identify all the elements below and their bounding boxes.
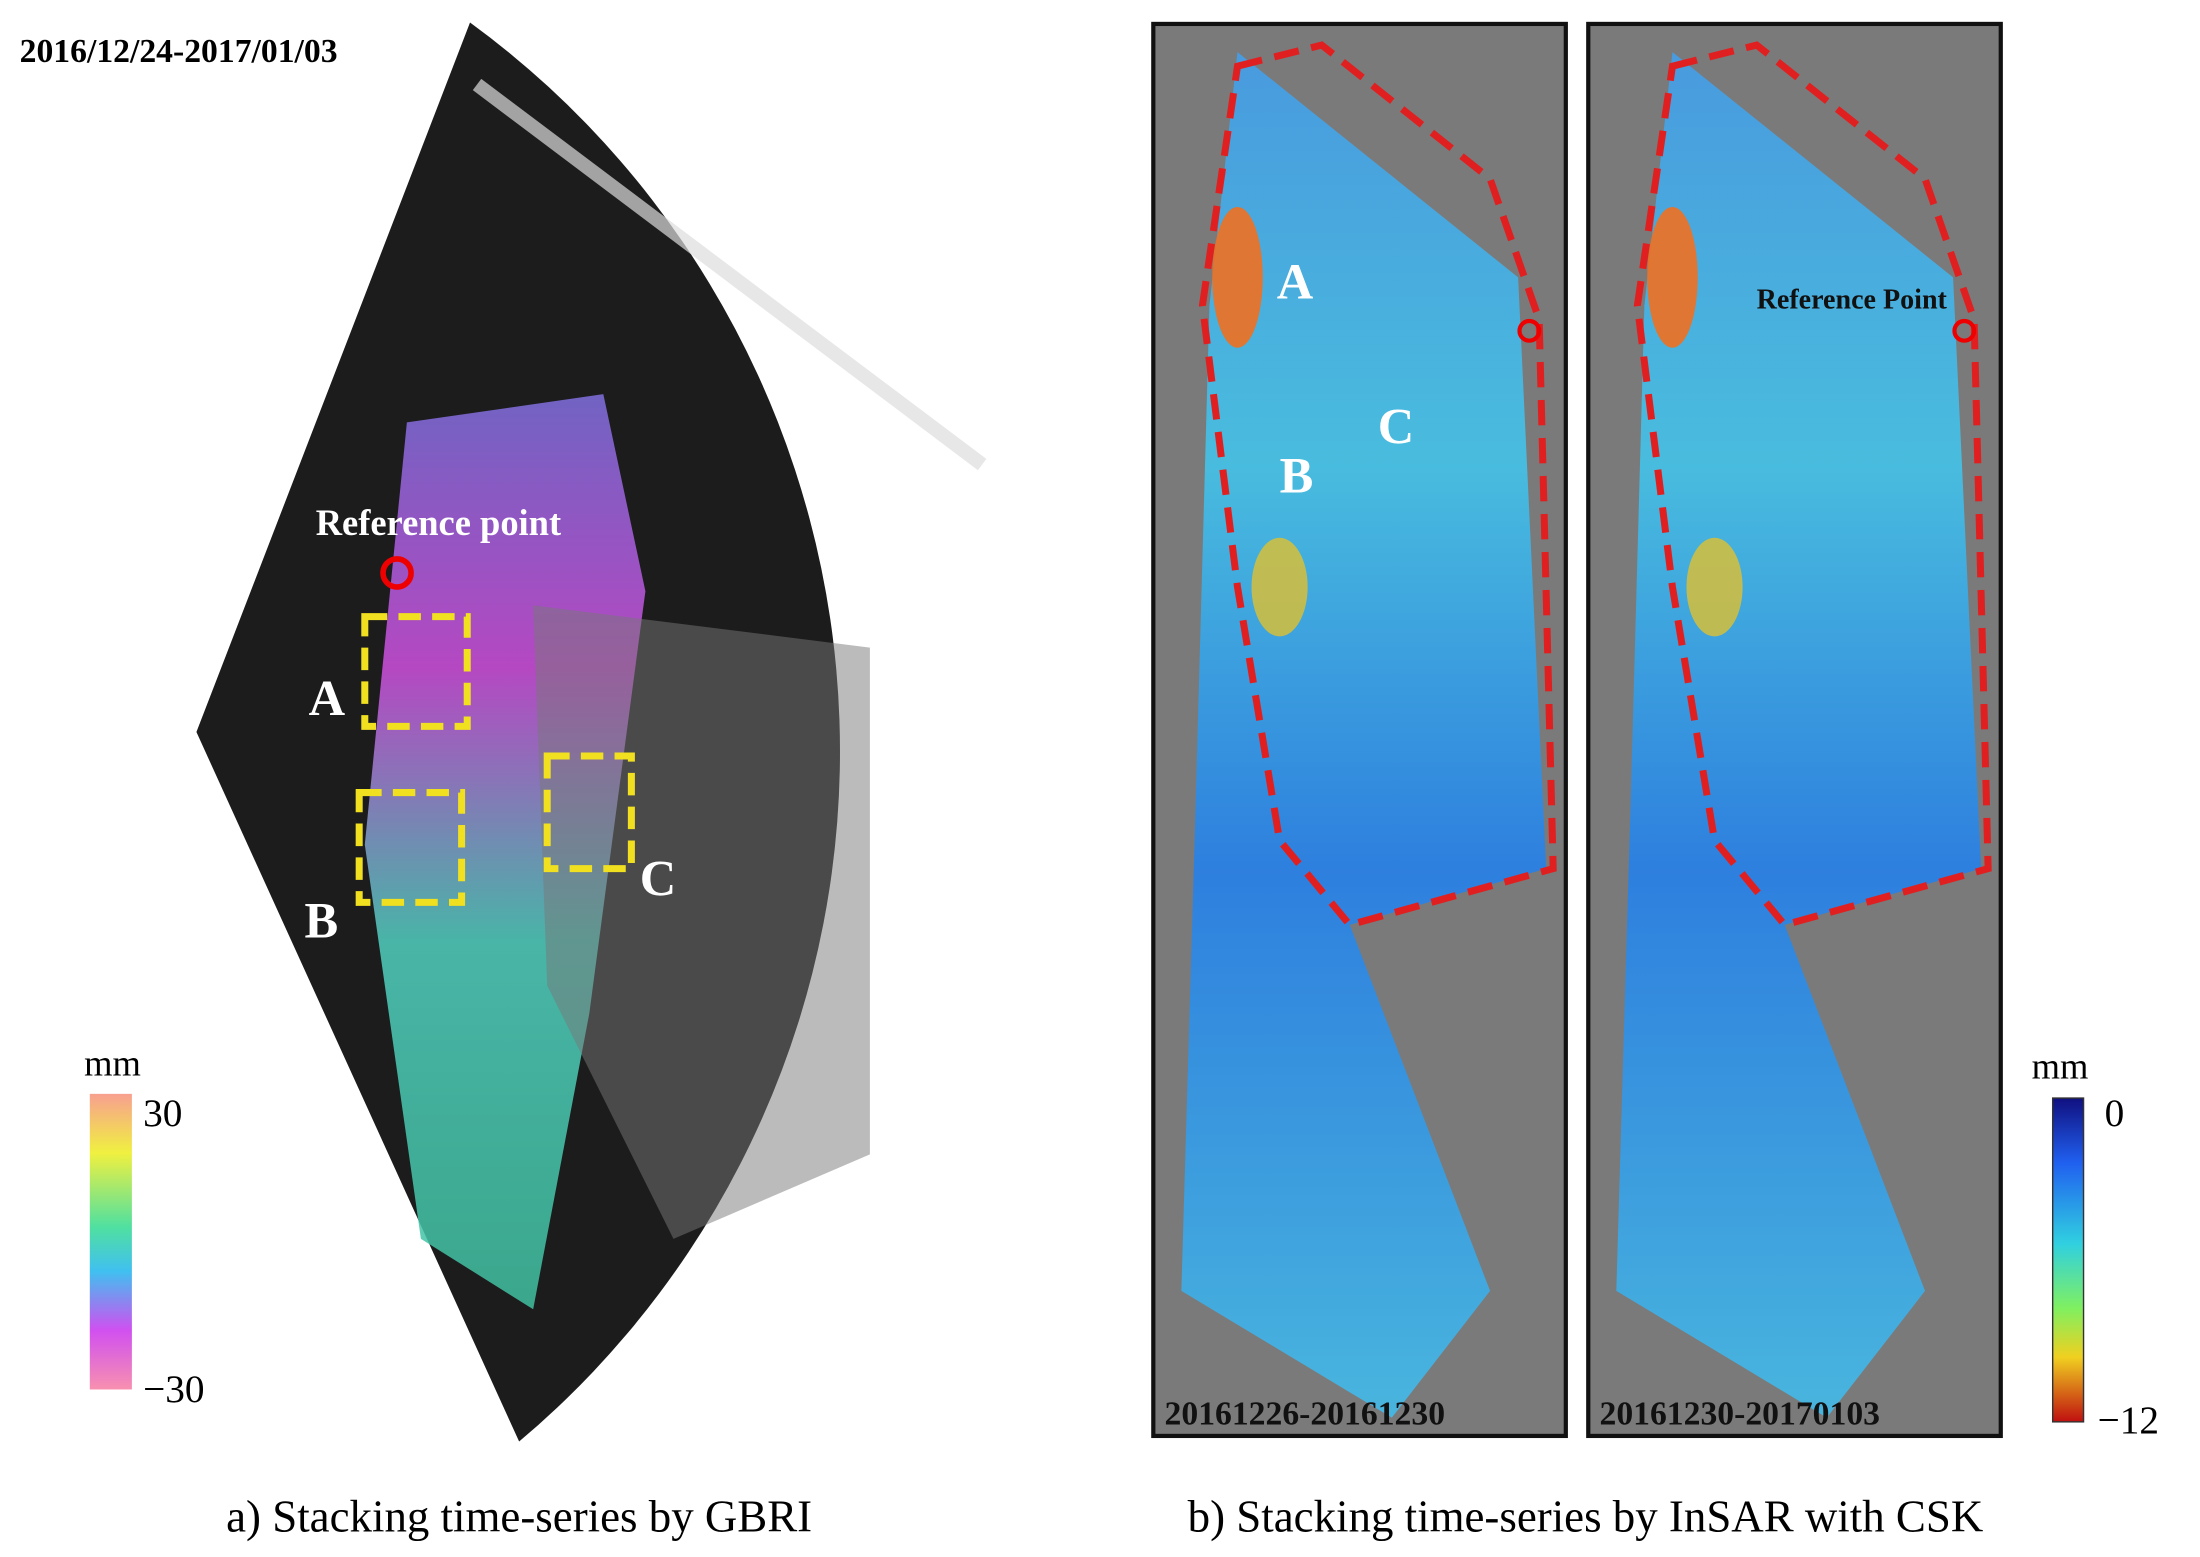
colorbar-tick: −12 (2098, 1398, 2159, 1442)
caption: a) Stacking time-series by GBRI (226, 1492, 812, 1542)
map-frame (1586, 21, 2003, 1439)
colorbar-tick: 30 (143, 1091, 182, 1135)
deformation-hotspot (1647, 206, 1698, 348)
reference-label: Reference point (316, 502, 561, 543)
colorbar-unit: mm (84, 1042, 141, 1083)
deformation-hotspot (1212, 206, 1263, 348)
region-label: C (640, 850, 676, 906)
region-box (355, 789, 466, 906)
date-label: 20161230-20170103 (1599, 1396, 1880, 1433)
deformation-hotspot (1686, 537, 1743, 637)
colorbar-unit: mm (2032, 1045, 2089, 1086)
colorbar-tick: 0 (2105, 1091, 2125, 1135)
boundary (1198, 41, 1557, 929)
region-label: B (1280, 448, 1314, 504)
caption: b) Stacking time-series by InSAR with CS… (1188, 1492, 1984, 1542)
region-box (361, 613, 471, 730)
region-label: A (309, 670, 346, 726)
reference-label: Reference Point (1757, 284, 1948, 315)
colorbar (89, 1093, 132, 1390)
region-label: B (304, 893, 338, 949)
radar-feature (533, 605, 870, 1239)
boundary (1633, 41, 1992, 929)
colorbar-tick: −30 (143, 1367, 204, 1411)
reference-point (1952, 318, 1977, 343)
deformation-overlay (1181, 52, 1547, 1418)
reference-point (1517, 318, 1542, 343)
region-label: A (1277, 253, 1314, 309)
reference-point (380, 556, 414, 590)
region-box (543, 752, 635, 873)
deformation-hotspot (1251, 537, 1308, 637)
colorbar (2051, 1097, 2085, 1423)
date-label: 2016/12/24-2017/01/03 (20, 33, 338, 70)
deformation-overlay (1616, 52, 1982, 1418)
map-frame (1151, 21, 1568, 1439)
radar-feature (472, 78, 987, 471)
date-label: 20161226-20161230 (1165, 1396, 1446, 1433)
maps: 20161226-20161230 A B C 20161230-20170103 Ref… (1151, 21, 2003, 1439)
region-label: C (1378, 398, 1414, 454)
